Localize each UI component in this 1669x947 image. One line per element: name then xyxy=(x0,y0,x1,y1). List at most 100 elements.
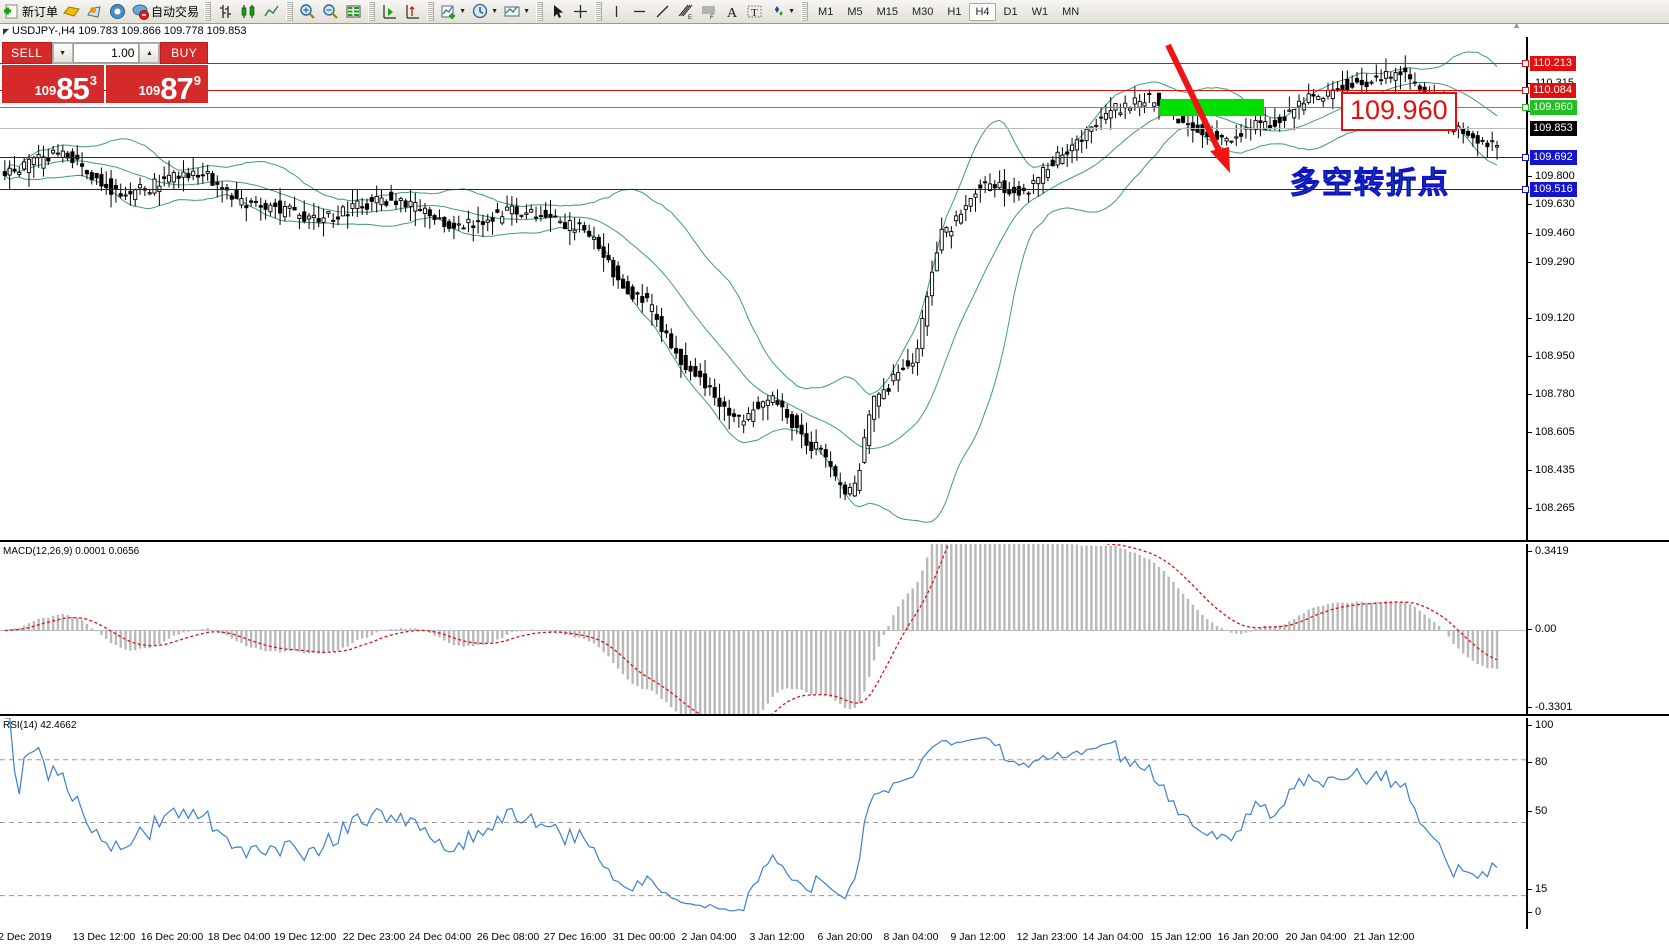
candle-body xyxy=(220,187,225,190)
candle-body xyxy=(548,213,553,218)
current-price-level-line[interactable] xyxy=(0,128,1526,129)
cursor-icon xyxy=(548,2,567,21)
turning-point-note: 多空转折点 xyxy=(1290,158,1450,202)
signals-button[interactable] xyxy=(106,1,129,23)
shapes-button[interactable]: ▼ xyxy=(766,1,798,23)
support-level-2-handle[interactable] xyxy=(1522,186,1529,193)
buy-price-prefix: 109 xyxy=(138,83,161,98)
timeframe-w1[interactable]: W1 xyxy=(1031,5,1049,18)
zoom-in-button[interactable] xyxy=(296,1,319,23)
volume-stepper[interactable]: ▼ 1.00 ▲ xyxy=(51,42,161,64)
target-level-handle[interactable] xyxy=(1522,104,1529,111)
candle-body xyxy=(147,192,152,195)
candle-body xyxy=(1200,124,1205,136)
resistance-level-1-handle[interactable] xyxy=(1522,60,1529,67)
rsi-axis[interactable]: 100 80 50 15 0 xyxy=(1526,718,1669,929)
caret-up-icon[interactable]: ▲ xyxy=(139,43,160,63)
resistance-level-1-tag[interactable]: 110.213 xyxy=(1530,56,1576,71)
trendline-button[interactable] xyxy=(651,1,674,23)
down-trend-arrow[interactable] xyxy=(1150,40,1260,180)
timeframe-h4[interactable]: H4 xyxy=(969,2,996,21)
candle-body xyxy=(471,225,476,228)
candle-body xyxy=(224,187,230,191)
candle-body xyxy=(678,348,683,365)
text-label-button[interactable]: T xyxy=(743,1,766,23)
price-axis[interactable]: 110.315110.145109.800109.630109.460109.2… xyxy=(1522,37,1669,540)
candle-body xyxy=(476,220,481,223)
caret-down-icon[interactable]: ▼ xyxy=(52,43,73,63)
support-level-1-line[interactable] xyxy=(0,157,1526,158)
buy-price-main: 87 xyxy=(160,71,193,106)
text-button[interactable]: A xyxy=(720,1,743,23)
price-callout-box[interactable]: 109.960 xyxy=(1341,92,1457,131)
candle-body xyxy=(591,236,597,240)
sell-button[interactable]: SELL xyxy=(2,42,52,64)
timeframe-d1[interactable]: D1 xyxy=(1003,5,1018,18)
support-level-1-tag[interactable]: 109.692 xyxy=(1530,150,1577,165)
timeframe-mn[interactable]: MN xyxy=(1062,5,1080,18)
chevron-down-icon[interactable]: ▼ xyxy=(459,8,466,15)
timeframe-m30[interactable]: M30 xyxy=(912,5,934,18)
channel-button[interactable]: F xyxy=(697,1,720,23)
sell-price-display[interactable]: 109 85 3 xyxy=(2,65,104,104)
supply-zone-box[interactable] xyxy=(1160,99,1264,116)
candle-body xyxy=(1408,74,1413,80)
price-plot-area[interactable] xyxy=(0,37,1526,540)
autotrade-button[interactable]: 自动交易 xyxy=(129,1,201,23)
chevron-down-icon[interactable]: ▼ xyxy=(788,8,795,15)
one-click-trading-panel[interactable]: SELL ▼ 1.00 ▲ BUY 109 85 3 109 87 9 xyxy=(2,42,209,106)
line-chart-button[interactable] xyxy=(260,1,283,23)
current-price-level-tag[interactable]: 109.853 xyxy=(1530,121,1577,136)
period-button[interactable]: ▼ xyxy=(469,1,501,23)
new-order-button[interactable]: 新订单 xyxy=(0,1,60,23)
grid-button[interactable] xyxy=(342,1,365,23)
support-level-2-line[interactable] xyxy=(0,189,1526,190)
candle-body xyxy=(403,200,408,208)
candle-body xyxy=(345,214,350,217)
fibonacci-button[interactable]: E xyxy=(674,1,697,23)
candle-body xyxy=(287,205,292,209)
candle-body xyxy=(1272,119,1277,127)
data-window-button[interactable] xyxy=(83,1,106,23)
rsi-plot-area[interactable] xyxy=(0,718,1526,929)
timeframe-m5[interactable]: M5 xyxy=(847,5,863,18)
indicators-button[interactable]: ▼ xyxy=(437,1,469,23)
cursor-tool-button[interactable] xyxy=(546,1,569,23)
timeframe-h1[interactable]: H1 xyxy=(947,5,962,18)
shift-end-button[interactable] xyxy=(378,1,401,23)
macd-pane[interactable]: MACD(12,26,9) 0.0001 0.0656 0.3419 0.00 -0… xyxy=(0,544,1669,716)
buy-price-display[interactable]: 109 87 9 xyxy=(106,65,208,106)
chevron-down-icon[interactable]: ▼ xyxy=(491,8,498,15)
scroll-indicator-icon[interactable]: ▲ xyxy=(1512,20,1521,30)
target-level-line[interactable] xyxy=(0,107,1526,108)
buy-button[interactable]: BUY xyxy=(160,42,209,64)
timeframe-m1[interactable]: M1 xyxy=(818,5,834,18)
chevron-down-icon[interactable]: ▼ xyxy=(523,8,530,15)
candle-body xyxy=(1152,102,1157,107)
autoscroll-button[interactable] xyxy=(401,1,424,23)
resistance-level-2-handle[interactable] xyxy=(1522,87,1529,94)
volume-input[interactable]: 1.00 xyxy=(72,43,140,63)
resistance-level-2-tag[interactable]: 110.084 xyxy=(1530,83,1576,98)
candle-body xyxy=(1296,100,1302,107)
zoom-out-button[interactable] xyxy=(319,1,342,23)
horizontal-line-button[interactable] xyxy=(628,1,651,23)
support-level-2-tag[interactable]: 109.516 xyxy=(1530,182,1577,197)
rsi-pane[interactable]: RSI(14) 42.4662 100 80 50 15 0 xyxy=(0,718,1669,929)
target-level-tag[interactable]: 109.960 xyxy=(1530,100,1577,115)
support-level-1-handle[interactable] xyxy=(1522,154,1529,161)
crosshair-tool-button[interactable] xyxy=(569,1,592,23)
resistance-level-1-line[interactable] xyxy=(0,63,1526,64)
bar-chart-button[interactable] xyxy=(214,1,237,23)
macd-plot-area[interactable] xyxy=(0,544,1526,714)
vertical-line-button[interactable] xyxy=(605,1,628,23)
resistance-level-2-line[interactable] xyxy=(0,90,1526,91)
candlestick-chart-button[interactable] xyxy=(237,1,260,23)
timeframe-m15[interactable]: M15 xyxy=(876,5,898,18)
templates-button[interactable]: ▼ xyxy=(501,1,533,23)
candle-body xyxy=(625,281,630,295)
macd-axis[interactable]: 0.3419 0.00 -0.3301 xyxy=(1526,544,1669,714)
price-tick: 109.630 xyxy=(1528,199,1575,210)
expert-advisor-button[interactable] xyxy=(60,1,83,23)
